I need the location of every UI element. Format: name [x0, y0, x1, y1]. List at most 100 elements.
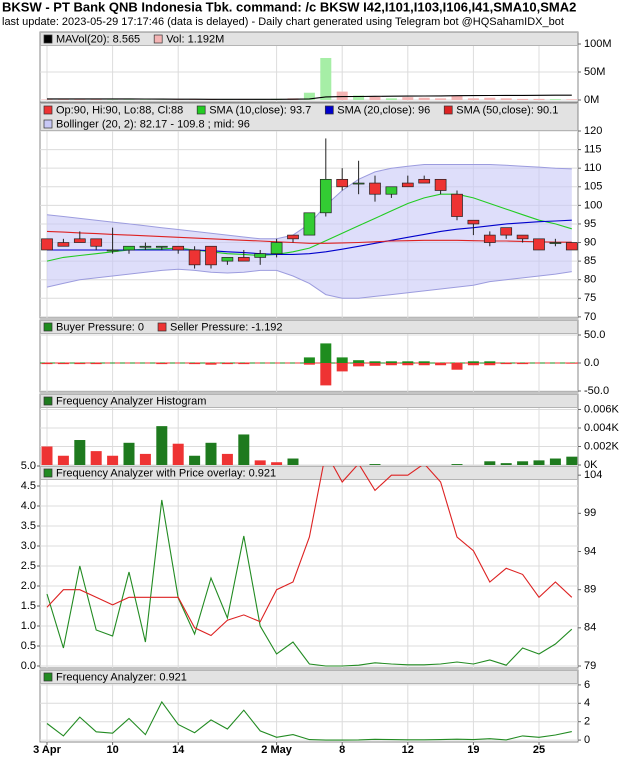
y-tick-label: 4.0 — [21, 500, 36, 512]
marks — [41, 138, 578, 299]
series-line — [46, 700, 572, 741]
axis: 0K 0.002K 0.004K 0.006K — [578, 403, 620, 471]
bar — [402, 97, 414, 100]
legend-band — [40, 394, 578, 408]
legend-swatch — [43, 672, 53, 682]
bar — [353, 95, 365, 100]
y-tick-label: 95 — [584, 218, 596, 230]
panel: Buyer Pressure: 0 Seller Pressure: -1.192… — [39, 319, 609, 397]
candle-body — [205, 245, 217, 266]
y-tick-label: 3.0 — [21, 540, 36, 552]
y-tick-label: 0.002K — [584, 440, 620, 452]
y-tick-label: 80 — [584, 274, 596, 286]
bar — [385, 98, 397, 100]
bar — [90, 363, 102, 365]
legend: Frequency Analyzer with Price overlay: 0… — [43, 467, 276, 479]
legend-label: Op:90, Hi:90, Lo:88, Cl:88 — [56, 104, 183, 116]
panel: Op:90, Hi:90, Lo:88, Cl:88 SMA (10,close)… — [39, 102, 602, 323]
legend-swatch — [43, 396, 53, 406]
candle-body — [467, 219, 480, 225]
y-tick-label: 4 — [584, 697, 590, 709]
axis: -50.0 0.0 50.0 — [578, 329, 609, 397]
y-tick-label: 0.0 — [21, 660, 36, 672]
series-line — [47, 94, 572, 100]
axis: 0 2 4 6 — [578, 679, 590, 746]
candle-body — [451, 193, 463, 217]
bar — [303, 92, 315, 100]
bar — [172, 443, 184, 465]
candle-body — [57, 242, 70, 247]
bar — [336, 357, 348, 363]
x-tick-label: 19 — [467, 744, 479, 756]
candle-body — [401, 182, 414, 188]
marks — [41, 57, 578, 100]
legend-band — [40, 466, 578, 480]
marks — [40, 343, 578, 386]
marks — [41, 426, 578, 465]
axis: 0M 50M 100M — [578, 38, 612, 106]
bar — [303, 357, 315, 363]
bar — [336, 91, 348, 100]
legend: Op:90, Hi:90, Lo:88, Cl:88 SMA (10,close)… — [43, 104, 558, 130]
bar — [57, 363, 69, 365]
y-tick-label: 2 — [584, 716, 590, 728]
y-tick-label: 2.0 — [21, 580, 36, 592]
y-tick-label: 0.004K — [584, 422, 620, 434]
candle-body — [41, 238, 53, 251]
bar — [517, 461, 529, 465]
panel: MAVol(20): 8.565 Vol: 1.192M 0M 50M 100M — [39, 31, 612, 106]
bar — [517, 363, 529, 365]
y-tick-label: 105 — [584, 181, 602, 193]
bar — [156, 426, 168, 465]
candle-body — [270, 242, 283, 255]
band-lower — [46, 268, 572, 299]
x-tick-label: 3 Apr — [33, 744, 61, 756]
bar — [320, 343, 332, 363]
y-tick-label: 0.5 — [21, 640, 36, 652]
bar — [156, 363, 168, 365]
y-tick-label: 70 — [584, 311, 596, 323]
legend-swatch — [324, 105, 334, 115]
legend: Frequency Analyzer Histogram — [43, 395, 206, 407]
bar — [41, 363, 53, 365]
legend-swatch — [43, 105, 53, 115]
panel: Frequency Analyzer: 0.921 0 2 4 6 — [39, 669, 590, 746]
legend-label: Bollinger (20, 2): 82.17 - 109.8 ; mid: … — [56, 118, 250, 130]
legend-band — [40, 670, 578, 684]
legend-label: Buyer Pressure: 0 — [56, 321, 144, 333]
candle-body — [303, 212, 316, 236]
legend-swatch — [43, 34, 53, 44]
bar — [336, 363, 348, 372]
y-tick-label: 50.0 — [584, 329, 605, 341]
y-tick-label: 100 — [584, 199, 602, 211]
bar — [500, 363, 512, 365]
grid — [40, 684, 578, 742]
bar — [451, 464, 463, 465]
bar — [139, 453, 151, 465]
axis: 0.0 0.5 1.0 1.5 2.0 2.5 3.0 3.5 4.0 4.5 5.0 79 84 89 9… — [21, 460, 603, 672]
candle-body — [516, 234, 529, 240]
legend-band — [40, 32, 578, 46]
y-tick-label: 94 — [584, 545, 596, 557]
legend-label: SMA (50,close): 90.1 — [456, 104, 558, 116]
bar — [254, 460, 266, 465]
bar — [484, 461, 496, 465]
legend-label: Frequency Analyzer with Price overlay: 0… — [56, 467, 276, 479]
bar — [435, 98, 447, 100]
candle-body — [369, 182, 381, 195]
candle-body — [336, 178, 349, 188]
bar — [549, 99, 561, 100]
bar — [418, 363, 430, 366]
bar — [517, 98, 529, 100]
candle-body — [106, 249, 119, 252]
legend-swatch — [443, 105, 453, 115]
bar — [369, 96, 381, 100]
bar — [467, 363, 479, 366]
bar — [467, 98, 479, 100]
candle-body — [565, 242, 578, 251]
bar — [287, 458, 299, 465]
y-tick-label: 1.5 — [21, 600, 36, 612]
bar — [123, 442, 135, 465]
bar — [353, 360, 365, 363]
bar — [238, 434, 250, 465]
